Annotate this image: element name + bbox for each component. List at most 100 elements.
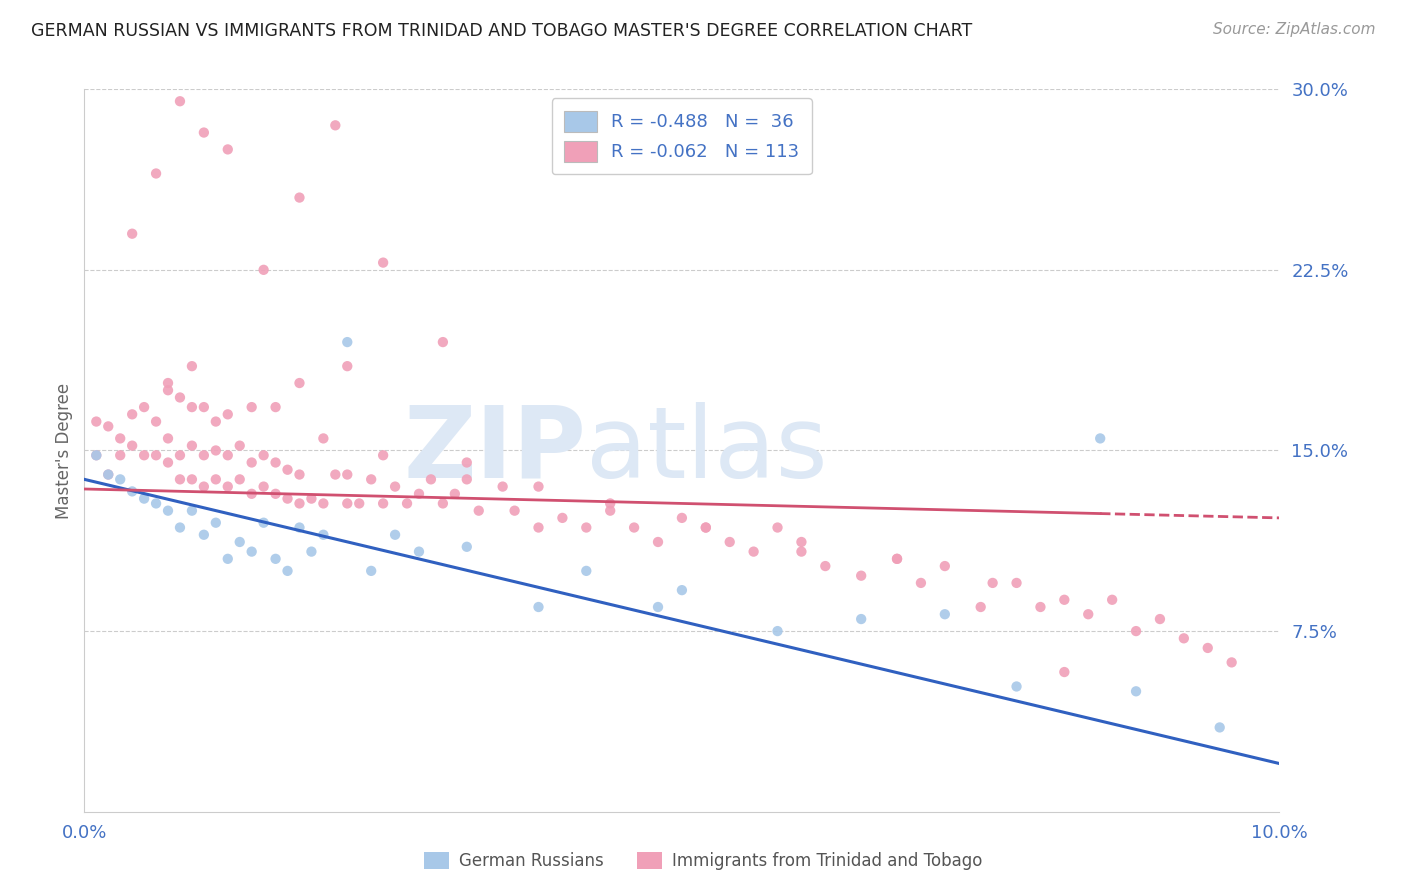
Legend: German Russians, Immigrants from Trinidad and Tobago: German Russians, Immigrants from Trinida… bbox=[418, 845, 988, 877]
Point bbox=[695, 520, 717, 534]
Point bbox=[790, 535, 813, 549]
Point bbox=[169, 472, 191, 486]
Point bbox=[408, 544, 430, 558]
Point bbox=[86, 448, 108, 462]
Point bbox=[193, 480, 215, 494]
Point bbox=[1090, 431, 1112, 445]
Point bbox=[288, 376, 311, 390]
Point bbox=[288, 520, 311, 534]
Point bbox=[240, 544, 263, 558]
Point bbox=[205, 516, 228, 530]
Point bbox=[228, 472, 252, 486]
Point bbox=[253, 448, 276, 462]
Point bbox=[325, 118, 347, 132]
Point bbox=[145, 448, 167, 462]
Point bbox=[360, 564, 382, 578]
Point bbox=[349, 496, 371, 510]
Point bbox=[169, 391, 191, 405]
Point bbox=[312, 496, 335, 510]
Point bbox=[157, 384, 180, 398]
Point bbox=[110, 472, 132, 486]
Point bbox=[217, 407, 239, 421]
Point bbox=[312, 527, 335, 541]
Point bbox=[384, 527, 406, 541]
Point bbox=[240, 455, 263, 469]
Point bbox=[288, 467, 311, 482]
Point bbox=[814, 559, 837, 574]
Point bbox=[157, 503, 180, 517]
Point bbox=[277, 491, 299, 506]
Point bbox=[169, 448, 191, 462]
Point bbox=[1101, 592, 1123, 607]
Point bbox=[110, 448, 132, 462]
Point bbox=[886, 551, 908, 566]
Point bbox=[205, 415, 228, 429]
Point bbox=[456, 472, 478, 486]
Point bbox=[264, 400, 287, 414]
Point bbox=[396, 496, 419, 510]
Point bbox=[336, 359, 359, 373]
Point bbox=[121, 407, 143, 421]
Point bbox=[145, 496, 167, 510]
Point bbox=[217, 142, 239, 156]
Point bbox=[718, 535, 741, 549]
Point bbox=[121, 439, 143, 453]
Point bbox=[408, 487, 430, 501]
Point bbox=[527, 520, 550, 534]
Point bbox=[551, 511, 574, 525]
Point bbox=[205, 472, 228, 486]
Point bbox=[97, 467, 120, 482]
Point bbox=[228, 535, 252, 549]
Point bbox=[970, 599, 993, 614]
Point bbox=[312, 431, 335, 445]
Point bbox=[671, 583, 693, 598]
Point bbox=[851, 568, 873, 582]
Point bbox=[575, 520, 598, 534]
Point bbox=[456, 540, 478, 554]
Point bbox=[1197, 640, 1219, 655]
Point bbox=[181, 503, 204, 517]
Point bbox=[647, 535, 669, 549]
Point bbox=[981, 576, 1004, 591]
Point bbox=[240, 487, 263, 501]
Point bbox=[647, 599, 669, 614]
Point bbox=[121, 227, 143, 241]
Point bbox=[277, 463, 299, 477]
Text: Source: ZipAtlas.com: Source: ZipAtlas.com bbox=[1212, 22, 1375, 37]
Point bbox=[1125, 624, 1147, 639]
Point bbox=[217, 480, 239, 494]
Point bbox=[432, 496, 454, 510]
Point bbox=[301, 491, 323, 506]
Point bbox=[264, 455, 287, 469]
Point bbox=[742, 544, 765, 558]
Point bbox=[336, 496, 359, 510]
Point bbox=[181, 359, 204, 373]
Point bbox=[132, 448, 156, 462]
Point bbox=[934, 607, 956, 622]
Point bbox=[240, 400, 263, 414]
Point bbox=[86, 448, 108, 462]
Point bbox=[217, 551, 239, 566]
Point bbox=[336, 334, 359, 349]
Point bbox=[301, 544, 323, 558]
Point bbox=[181, 472, 204, 486]
Point bbox=[456, 455, 478, 469]
Point bbox=[193, 448, 215, 462]
Point bbox=[181, 439, 204, 453]
Point bbox=[132, 491, 156, 506]
Point bbox=[790, 544, 813, 558]
Point bbox=[336, 467, 359, 482]
Point bbox=[121, 484, 143, 499]
Point bbox=[623, 520, 645, 534]
Point bbox=[205, 443, 228, 458]
Point bbox=[851, 612, 873, 626]
Point bbox=[910, 576, 932, 591]
Point bbox=[169, 520, 191, 534]
Point bbox=[288, 190, 311, 204]
Point bbox=[1053, 665, 1076, 679]
Point bbox=[1220, 656, 1243, 670]
Point bbox=[1209, 721, 1232, 735]
Point bbox=[97, 419, 120, 434]
Point bbox=[575, 564, 598, 578]
Point bbox=[169, 94, 191, 108]
